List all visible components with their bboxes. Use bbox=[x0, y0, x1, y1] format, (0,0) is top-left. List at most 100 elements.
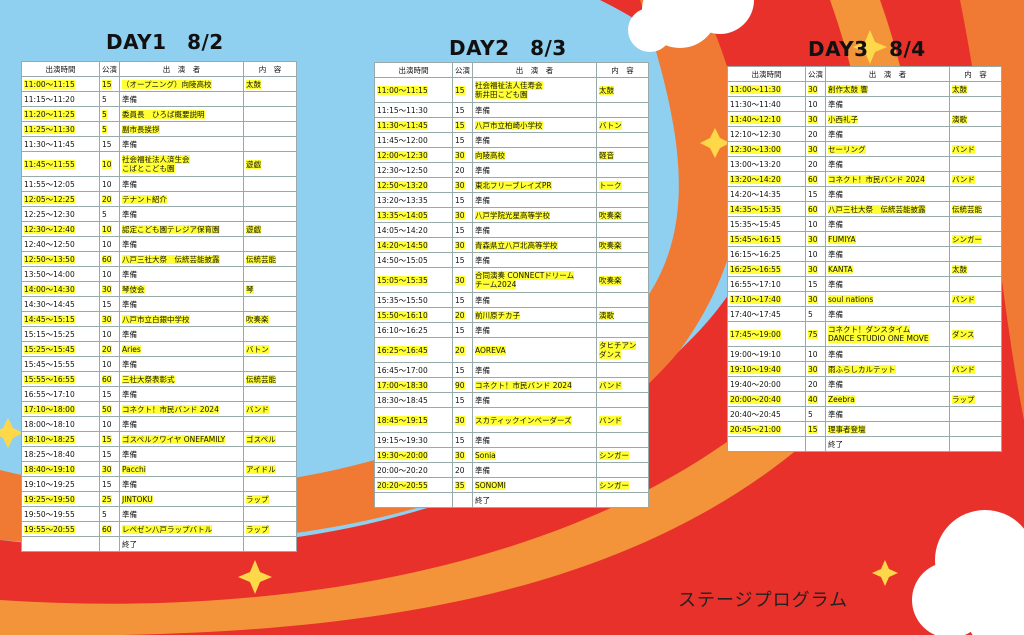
highlighted-text: 50 bbox=[102, 404, 112, 414]
time-cell: 12:50～13:20 bbox=[374, 177, 453, 193]
schedule-row: 14:45～15:15 30 八戸市立白銀中学校 吹奏楽 bbox=[21, 311, 297, 327]
duration-cell: 15 bbox=[452, 132, 473, 148]
performer-cell: 準備 bbox=[119, 91, 244, 107]
performer-cell: 社会福祉法人済生会 こばとこども園 bbox=[119, 151, 244, 177]
performer-cell: 準備 bbox=[472, 252, 597, 268]
performer-cell: 準備 bbox=[472, 432, 597, 448]
highlighted-text: コネクト！市民バンド 2024 bbox=[122, 404, 219, 414]
highlighted-text: 13:35～14:05 bbox=[377, 210, 428, 220]
highlighted-text: 30 bbox=[808, 114, 818, 124]
schedule-row: 19:15～19:30 15 準備 bbox=[374, 432, 649, 448]
content-cell: 太鼓 bbox=[596, 77, 649, 103]
duration-cell: 15 bbox=[452, 292, 473, 308]
performer-cell: 向陵高校 bbox=[472, 147, 597, 163]
highlighted-text: （オープニング）向陵高校 bbox=[122, 79, 212, 89]
highlighted-text: 向陵高校 bbox=[475, 150, 505, 160]
column-header: 出 演 者 bbox=[825, 66, 950, 82]
schedule-row: 13:20～13:35 15 準備 bbox=[374, 192, 649, 208]
highlighted-text: 15 bbox=[102, 79, 112, 89]
performer-cell: 準備 bbox=[472, 162, 597, 178]
schedule-row: 終了 bbox=[21, 536, 297, 552]
highlighted-text: Aries bbox=[122, 344, 141, 354]
schedule-row: 14:50～15:05 15 準備 bbox=[374, 252, 649, 268]
highlighted-text: soul nations bbox=[828, 294, 874, 304]
content-cell bbox=[243, 176, 297, 192]
highlighted-text: 40 bbox=[808, 394, 818, 404]
time-cell: 16:55～17:10 bbox=[727, 276, 806, 292]
duration-cell: 30 bbox=[805, 81, 826, 97]
duration-cell: 15 bbox=[452, 432, 473, 448]
duration-cell bbox=[452, 492, 473, 508]
content-cell: 軽音 bbox=[596, 147, 649, 163]
highlighted-text: 90 bbox=[455, 380, 465, 390]
schedule-row: 11:40～12:10 30 小西礼子 演歌 bbox=[727, 111, 1002, 127]
highlighted-text: 19:25～19:50 bbox=[24, 494, 75, 504]
highlighted-text: 青森県立八戸北高等学校 bbox=[475, 240, 558, 250]
content-cell bbox=[243, 326, 297, 342]
highlighted-text: Pacchi bbox=[122, 464, 146, 474]
time-cell: 18:45～19:15 bbox=[374, 407, 453, 433]
duration-cell: 30 bbox=[805, 141, 826, 157]
time-cell: 12:30～12:40 bbox=[21, 221, 100, 237]
highlighted-text: 八戸三社大祭 伝統芸能披露 bbox=[122, 254, 220, 264]
highlighted-text: 14:20～14:50 bbox=[377, 240, 428, 250]
duration-cell: 30 bbox=[452, 177, 473, 193]
performer-cell: Aries bbox=[119, 341, 244, 357]
schedule-row: 18:45～19:15 30 スカティックインベーダーズ バンド bbox=[374, 407, 649, 433]
schedule-row: 12:50～13:20 30 東北フリーブレイズPR トーク bbox=[374, 177, 649, 193]
duration-cell: 35 bbox=[452, 477, 473, 493]
time-cell: 16:15～16:25 bbox=[727, 246, 806, 262]
content-cell bbox=[949, 436, 1002, 452]
time-cell: 20:00～20:40 bbox=[727, 391, 806, 407]
content-cell: 伝統芸能 bbox=[243, 251, 297, 267]
highlighted-text: 12:30～13:00 bbox=[730, 144, 781, 154]
time-cell: 14:20～14:35 bbox=[727, 186, 806, 202]
content-cell: 吹奏楽 bbox=[596, 237, 649, 253]
performer-cell: 小西礼子 bbox=[825, 111, 950, 127]
highlighted-text: 16:25～16:45 bbox=[377, 345, 428, 355]
performer-cell: 東北フリーブレイズPR bbox=[472, 177, 597, 193]
highlighted-text: 伝統芸能 bbox=[952, 204, 982, 214]
highlighted-text: 社会福祉法人済生会 こばとこども園 bbox=[122, 155, 190, 173]
duration-cell: 15 bbox=[452, 362, 473, 378]
highlighted-text: 社会福祉法人佳寿会 新井田こども園 bbox=[475, 81, 543, 99]
duration-cell: 20 bbox=[99, 191, 120, 207]
highlighted-text: 太鼓 bbox=[952, 84, 967, 94]
performer-cell: 準備 bbox=[119, 476, 244, 492]
content-cell bbox=[243, 446, 297, 462]
duration-cell: 15 bbox=[452, 117, 473, 133]
content-cell: バンド bbox=[243, 401, 297, 417]
content-cell: ラップ bbox=[243, 521, 297, 537]
performer-cell: 終了 bbox=[825, 436, 950, 452]
highlighted-text: 八戸学院光星高等学校 bbox=[475, 210, 550, 220]
highlighted-text: 60 bbox=[808, 204, 818, 214]
highlighted-text: シンガー bbox=[599, 480, 629, 490]
time-cell: 20:45～21:00 bbox=[727, 421, 806, 437]
content-cell bbox=[596, 492, 649, 508]
highlighted-text: 30 bbox=[808, 84, 818, 94]
highlighted-text: 18:40～19:10 bbox=[24, 464, 75, 474]
content-cell: ゴスペル bbox=[243, 431, 297, 447]
highlighted-text: Zeebra bbox=[828, 394, 855, 404]
column-header: 出演時間 bbox=[727, 66, 806, 82]
content-cell bbox=[596, 192, 649, 208]
duration-cell: 15 bbox=[452, 192, 473, 208]
content-cell bbox=[243, 136, 297, 152]
highlighted-text: アイドル bbox=[246, 464, 276, 474]
highlighted-text: 30 bbox=[102, 464, 112, 474]
content-cell bbox=[596, 432, 649, 448]
duration-cell: 60 bbox=[99, 251, 120, 267]
performer-cell: 雨ふらしカルテット bbox=[825, 361, 950, 377]
schedule-row: 14:20～14:35 15 準備 bbox=[727, 186, 1002, 202]
highlighted-text: 5 bbox=[102, 109, 107, 119]
performer-cell: 準備 bbox=[825, 216, 950, 232]
highlighted-text: 11:00～11:15 bbox=[24, 79, 75, 89]
time-cell: 11:20～11:25 bbox=[21, 106, 100, 122]
duration-cell: 30 bbox=[99, 281, 120, 297]
duration-cell: 10 bbox=[99, 326, 120, 342]
duration-cell: 5 bbox=[99, 206, 120, 222]
duration-cell: 10 bbox=[99, 266, 120, 282]
schedule-row: 17:00～18:30 90 コネクト！市民バンド 2024 バンド bbox=[374, 377, 649, 393]
time-cell: 14:50～15:05 bbox=[374, 252, 453, 268]
content-cell bbox=[949, 346, 1002, 362]
